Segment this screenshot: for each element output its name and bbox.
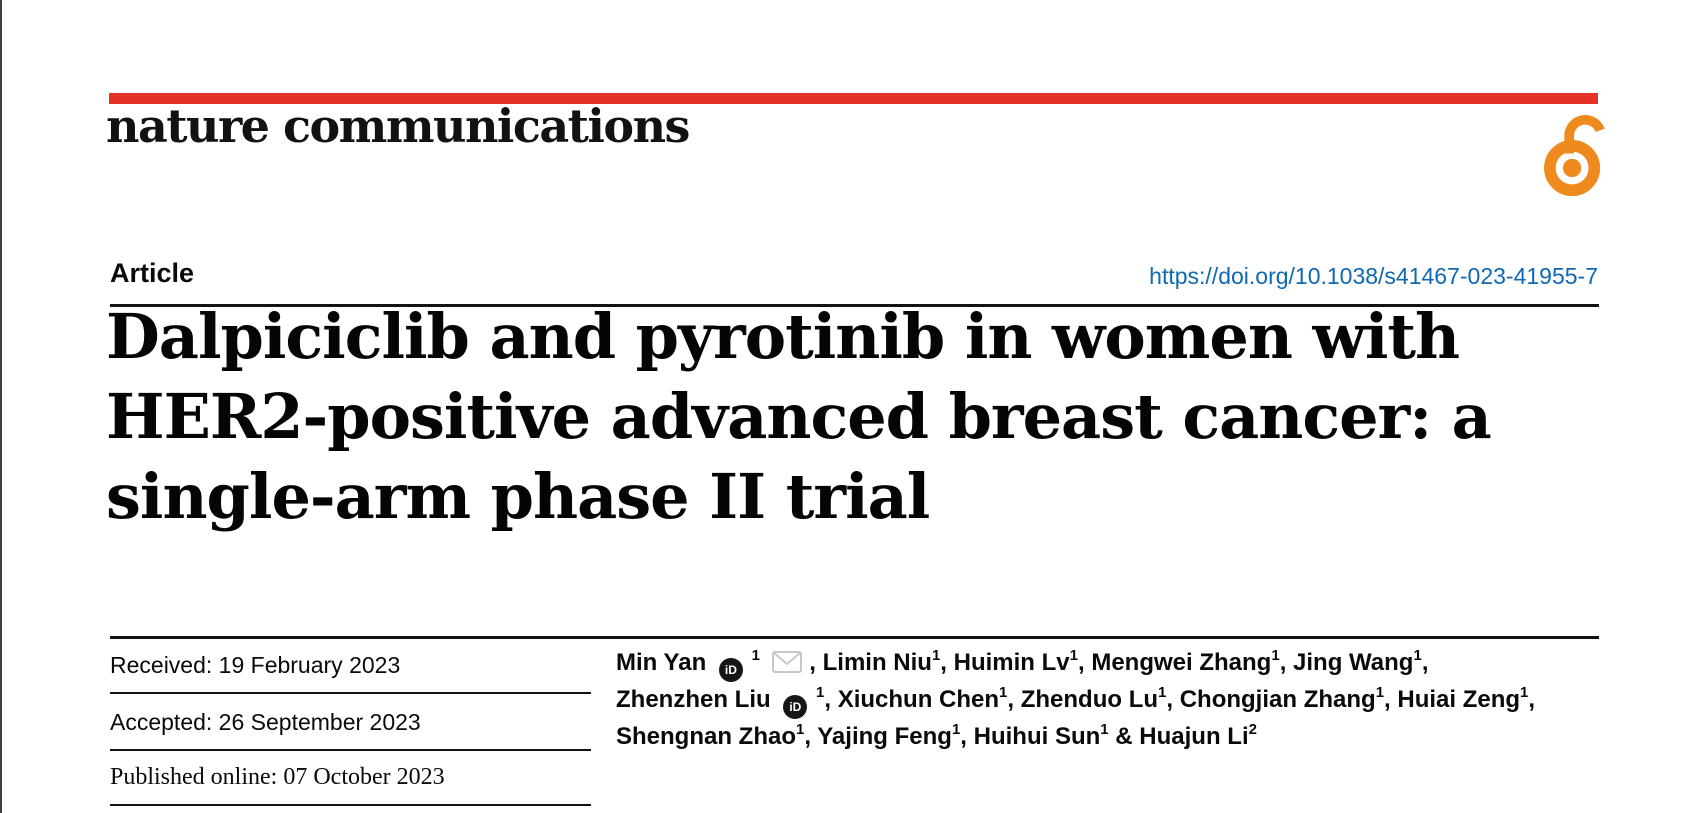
author-name: Shengnan Zhao [616, 723, 796, 750]
author-name: Limin Niu [822, 649, 932, 676]
article-title-line: single-arm phase II trial [106, 460, 930, 533]
accepted-date: Accepted: 26 September 2023 [110, 709, 421, 735]
author-list: Min Yan iD 1 , Limin Niu1, Huimin Lv1, M… [616, 645, 1606, 755]
author-affiliation-superscript: 1 [816, 684, 825, 701]
author-name: Huihui Sun [973, 723, 1101, 750]
author-name: Chongjian Zhang [1179, 686, 1376, 713]
dates-divider-rule [110, 749, 591, 751]
journal-logo: nature communications [106, 99, 690, 153]
author-affiliation-superscript: 1 [1375, 684, 1385, 701]
title-bottom-rule [110, 636, 1599, 639]
published-date: Published online: 07 October 2023 [110, 764, 445, 790]
author-affiliation-superscript: 1 [1520, 684, 1529, 701]
author-name: Jing Wang [1293, 649, 1414, 676]
author-name: Min Yan [616, 649, 707, 676]
author-affiliation-superscript: 1 [931, 647, 941, 664]
author-name: Xiuchun Chen [837, 686, 1000, 713]
author-separator: , [1384, 686, 1398, 713]
author-name: Zhenzhen Liu [616, 686, 771, 713]
author-separator: , [1007, 686, 1021, 713]
author-separator: , [1078, 649, 1092, 676]
orcid-id-icon[interactable]: iD [718, 658, 743, 682]
page-edge-line [0, 0, 2, 813]
orcid-id-icon[interactable]: iD [783, 695, 808, 719]
author-affiliation-superscript: 1 [751, 647, 760, 664]
author-affiliation-superscript: 1 [951, 721, 961, 738]
dates-divider-rule [110, 804, 591, 806]
author-line: Shengnan Zhao1, Yajing Feng1, Huihui Sun… [616, 719, 1606, 755]
author-separator: , [960, 723, 974, 750]
author-name: Huajun Li [1139, 723, 1249, 750]
author-name: Yajing Feng [817, 723, 952, 750]
author-affiliation-superscript: 1 [1271, 647, 1280, 664]
doi-link[interactable]: https://doi.org/10.1038/s41467-023-41955… [1149, 263, 1598, 289]
author-name: Mengwei Zhang [1091, 649, 1272, 676]
author-name: Huimin Lv [953, 649, 1070, 676]
envelope-icon[interactable] [771, 651, 802, 673]
author-separator: , [1528, 686, 1536, 713]
author-separator: & [1108, 723, 1140, 750]
author-affiliation-superscript: 1 [1413, 647, 1422, 664]
author-line: Min Yan iD 1 , Limin Niu1, Huimin Lv1, M… [616, 645, 1606, 682]
article-title-line: Dalpiciclib and pyrotinib in women with [106, 300, 1460, 373]
author-separator: , [940, 649, 954, 676]
author-affiliation-superscript: 1 [1069, 647, 1078, 664]
received-date: Received: 19 February 2023 [110, 652, 401, 678]
article-title: Dalpiciclib and pyrotinib in women with … [106, 297, 1595, 537]
author-affiliation-superscript: 2 [1248, 721, 1257, 738]
author-separator: , [824, 686, 838, 713]
article-title-line: HER2-positive advanced breast cancer: a [106, 380, 1492, 453]
author-affiliation-superscript: 1 [999, 684, 1008, 701]
author-affiliation-superscript: 1 [796, 721, 805, 738]
open-access-lock-icon [1544, 114, 1605, 197]
dates-divider-rule [110, 692, 591, 694]
author-separator: , [809, 649, 823, 676]
journal-accent-bar [109, 93, 1598, 104]
header-rule [110, 304, 1599, 307]
author-separator: , [804, 723, 818, 750]
author-name: Zhenduo Lu [1020, 686, 1159, 713]
article-type-label: Article [110, 258, 195, 288]
author-name: Huiai Zeng [1397, 686, 1521, 713]
author-separator: , [1166, 686, 1180, 713]
author-affiliation-superscript: 1 [1100, 721, 1109, 738]
author-separator: , [1421, 649, 1429, 676]
author-line: Zhenzhen Liu iD 1, Xiuchun Chen1, Zhendu… [616, 682, 1606, 719]
author-separator: , [1279, 649, 1294, 676]
author-affiliation-superscript: 1 [1158, 684, 1167, 701]
